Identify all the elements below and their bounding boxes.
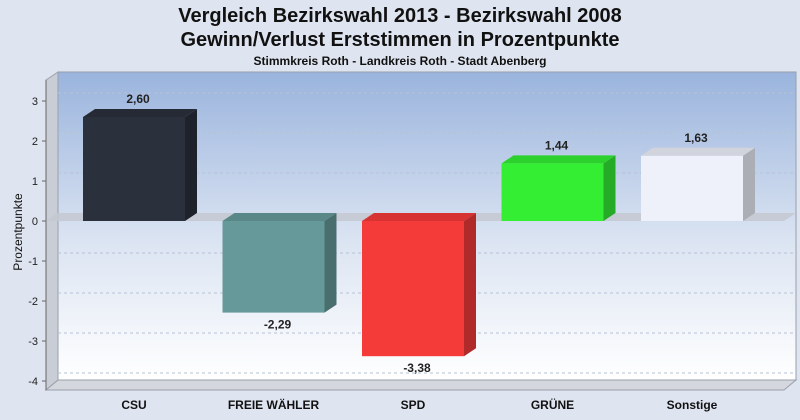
- bar-side: [603, 155, 616, 221]
- y-tick-label: 0: [32, 216, 38, 228]
- bar-gr-ne: [501, 155, 616, 221]
- bar-top: [362, 213, 476, 221]
- y-tick-label: -2: [28, 296, 38, 308]
- x-tick-label: SPD: [401, 398, 426, 412]
- bar-front: [222, 221, 325, 313]
- bar-side: [464, 213, 476, 357]
- bar-side: [743, 147, 755, 221]
- y-tick-label: 2: [32, 136, 38, 148]
- bar-side: [185, 109, 197, 221]
- bar-top: [641, 147, 755, 156]
- y-axis-label: Prozentpunkte: [11, 193, 25, 271]
- bar-front: [362, 221, 464, 357]
- value-label: -3,38: [403, 361, 431, 375]
- bar-side: [324, 213, 337, 313]
- value-label: 2,60: [126, 92, 150, 106]
- chart-subtitle: Gewinn/Verlust Erststimmen in Prozentpun…: [180, 29, 620, 51]
- bar-freie-w-hler: [222, 213, 337, 313]
- y-tick-label: -3: [28, 336, 38, 348]
- bar-spd: [362, 213, 476, 357]
- bar-front: [641, 155, 743, 221]
- y-tick-label: -1: [28, 256, 38, 268]
- x-axis-labels: CSU FREIE WÄHLER SPD GRÜNE Sonstige: [121, 397, 717, 412]
- bar-top: [501, 155, 616, 164]
- bar-front: [83, 117, 185, 221]
- y-tick-label: 1: [32, 176, 38, 188]
- bar-top: [222, 213, 337, 221]
- y-tick-label: -4: [28, 376, 38, 388]
- x-tick-label: FREIE WÄHLER: [228, 397, 320, 412]
- value-label: 1,63: [684, 131, 708, 145]
- chart-title: Vergleich Bezirkswahl 2013 - Bezirkswahl…: [178, 5, 622, 27]
- value-label: -2,29: [264, 318, 292, 332]
- value-label: 1,44: [545, 138, 569, 152]
- y-tick-label: 3: [32, 96, 38, 108]
- bar-csu: [83, 109, 197, 221]
- bars: [83, 109, 755, 357]
- bar-sonstige: [641, 147, 755, 221]
- value-labels: 2,60 -2,29 -3,38 1,44 1,63: [126, 92, 708, 375]
- x-tick-label: GRÜNE: [531, 397, 574, 412]
- chart-caption: Stimmkreis Roth - Landkreis Roth - Stadt…: [253, 54, 547, 68]
- y-axis-ticks: 3 2 1 0 -1 -2 -3 -4: [28, 96, 46, 388]
- plot-side-wall: [45, 71, 59, 392]
- bar-front: [501, 163, 604, 221]
- bar-top: [83, 109, 197, 117]
- plot-floor: [44, 379, 798, 391]
- x-tick-label: CSU: [121, 398, 146, 412]
- x-tick-label: Sonstige: [667, 398, 718, 412]
